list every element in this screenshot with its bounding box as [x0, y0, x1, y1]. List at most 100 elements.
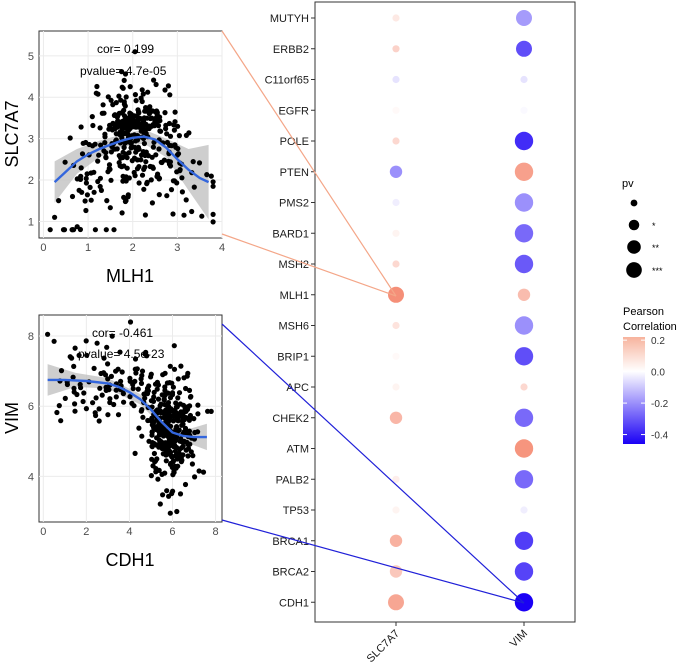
scatter-point: [84, 171, 90, 177]
scatter-point: [151, 450, 157, 457]
scatter-point: [177, 491, 184, 497]
smooth-line: [53, 135, 210, 184]
scatter-point: [142, 351, 148, 357]
scatter-point: [96, 406, 102, 412]
x-tick-label: 3: [174, 242, 180, 254]
scatter-point: [103, 227, 109, 233]
scatter-point: [170, 384, 176, 390]
scatter-point: [135, 117, 141, 123]
scatter-point: [134, 166, 141, 172]
scatter-point: [110, 120, 116, 126]
legend-key-dot: [626, 262, 642, 278]
y-tick-label: 4: [28, 92, 34, 104]
scatter-point: [210, 219, 216, 225]
scatter-point: [56, 198, 62, 204]
correlation-bubble: [392, 475, 400, 483]
scatter-point: [127, 319, 134, 325]
scatter-point: [190, 159, 196, 165]
scatter-point: [138, 128, 144, 134]
scatter-point: [142, 395, 148, 401]
scatter-point: [159, 431, 165, 437]
scatter-point: [153, 469, 159, 475]
scatter-point: [106, 126, 112, 132]
scatter-point: [77, 381, 83, 388]
scatter-point: [143, 105, 149, 111]
scatter-point: [60, 227, 67, 233]
scatter-point: [108, 149, 114, 155]
y-tick-labels: 1 2 3 4 5: [28, 51, 34, 229]
scatter-point: [113, 387, 119, 393]
scatter-point: [111, 401, 117, 408]
axis-ticks: [311, 17, 525, 626]
scatter-point: [121, 144, 127, 150]
scatter-point: [100, 102, 106, 108]
scatter-point: [167, 142, 173, 148]
scatter-point: [148, 177, 154, 183]
correlation-bubble: [514, 531, 534, 550]
scatter-point: [142, 212, 148, 218]
scatter-point: [119, 369, 125, 375]
scatter-point: [148, 398, 154, 404]
scatter-point: [110, 102, 116, 108]
legend-keys: ******: [626, 199, 663, 278]
scatter-point: [76, 187, 82, 193]
scatter-point: [58, 368, 65, 374]
scatter-point: [47, 227, 53, 233]
correlation-bubble: [516, 10, 532, 26]
scatter-point: [128, 117, 134, 123]
scatter-point: [210, 183, 216, 189]
scatter-point: [162, 87, 168, 93]
scatter-point: [150, 108, 156, 114]
scatter-point: [160, 492, 166, 498]
scatter-point: [155, 396, 162, 402]
scatter-point: [149, 422, 155, 428]
scatter-point: [132, 356, 139, 362]
legend-title: Pearson: [623, 306, 664, 318]
scatter-point: [138, 380, 145, 386]
scatter-point: [71, 363, 77, 369]
scatter-point: [97, 125, 103, 131]
legend-key-dot: [630, 199, 638, 207]
scatter-point: [117, 129, 123, 135]
scatter-point: [170, 488, 176, 494]
scatter-point: [107, 205, 113, 211]
scatter-point: [95, 178, 101, 185]
scatter-point: [210, 211, 216, 217]
scatter-point: [149, 154, 155, 160]
gene-row-labels: MUTYHERBB2C11orf65EGFRPOLEPTENPMS2BARD1M…: [265, 13, 309, 609]
legend-title: Correlation: [623, 321, 677, 333]
scatter-point: [148, 473, 154, 479]
scatter-point: [103, 154, 109, 160]
scatter-point: [139, 172, 146, 178]
scatter-point: [155, 476, 161, 482]
scatter-point: [119, 84, 125, 90]
correlation-bubble: [388, 286, 404, 303]
scatter-point: [181, 212, 187, 218]
scatter-point: [108, 97, 114, 103]
color-bar-tick-label: 0.0: [651, 368, 665, 379]
x-tick-labels: 0 1 2 3 4: [40, 242, 225, 254]
scatter-point: [164, 193, 170, 199]
scatter-point: [179, 445, 185, 451]
smooth-line: [47, 378, 207, 439]
scatter-point: [172, 109, 178, 115]
scatter-point: [62, 159, 68, 165]
loess-smooth-line: [53, 135, 210, 184]
scatter-point: [104, 344, 110, 350]
gene-row-label: ATM: [287, 444, 309, 456]
scatter-point: [171, 366, 178, 372]
scatter-point: [79, 151, 86, 157]
scatter-point: [67, 354, 73, 360]
scatter-point: [155, 174, 161, 180]
scatter-point: [91, 169, 97, 175]
scatter-point: [187, 394, 194, 400]
scatter-point: [108, 177, 114, 183]
scatter-point: [123, 151, 129, 157]
correlation-color-legend: Pearson Correlation 0.2 0.0 -0.2 -0.4: [623, 306, 677, 444]
scatter-point: [92, 227, 98, 233]
scatter-point: [132, 450, 138, 456]
scatter-point: [138, 124, 144, 130]
scatter-point: [111, 112, 117, 118]
connector-line-bottom: [221, 519, 525, 604]
x-tick-label: 1: [85, 242, 91, 254]
